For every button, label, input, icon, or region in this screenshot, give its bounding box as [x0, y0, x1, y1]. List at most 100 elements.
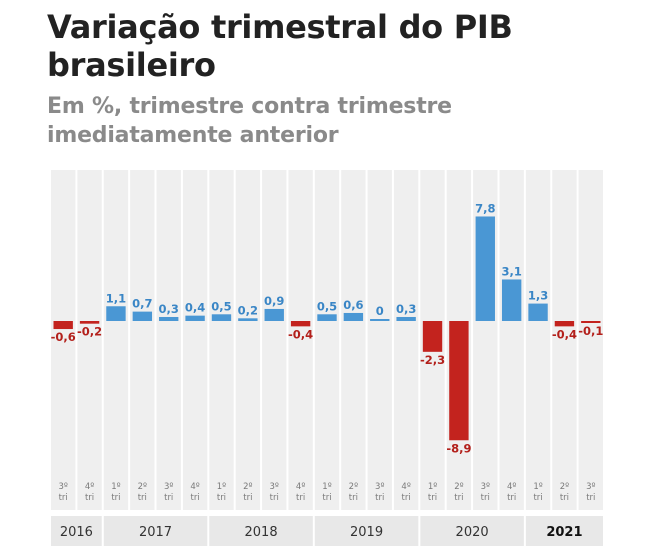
tick-label: tri [243, 493, 252, 503]
year-label: 2016 [60, 525, 93, 540]
bar [528, 303, 548, 321]
column-background [77, 170, 102, 510]
bar [53, 321, 73, 330]
year-band [420, 516, 524, 546]
chart-subtitle: Em %, trimestre contra trimestre imediat… [47, 94, 452, 148]
tick-label: 3º [164, 482, 173, 492]
column-background [103, 170, 129, 510]
tick-label: tri [111, 493, 120, 503]
tick-label: tri [85, 493, 94, 503]
tick-label: 4º [190, 482, 199, 492]
tick-label: 2º [454, 482, 463, 492]
tick-label: 4º [401, 482, 410, 492]
chart-title: Variação trimestral do PIB brasileiro [47, 8, 513, 84]
tick-label: tri [375, 493, 384, 503]
column-background [209, 170, 234, 510]
tick-label: 3º [481, 482, 490, 492]
tick-label: 3º [58, 482, 67, 492]
tick-label: 2º [560, 482, 569, 492]
data-label: -0,4 [288, 327, 313, 341]
tick-label: tri [138, 493, 147, 503]
bar [211, 314, 232, 321]
data-label: 0,3 [396, 302, 416, 316]
column-background [552, 170, 577, 510]
data-label: 0,5 [317, 299, 337, 313]
bar [106, 306, 126, 321]
tick-label: tri [322, 493, 331, 503]
year-label: 2019 [350, 525, 383, 540]
year-label: 2020 [456, 525, 489, 540]
tick-label: 4º [85, 482, 94, 492]
tick-label: tri [296, 493, 305, 503]
tick-label: 3º [586, 482, 595, 492]
data-label: 1,3 [528, 289, 548, 303]
tick-label: tri [481, 493, 490, 503]
bar [581, 321, 601, 323]
year-label: 2021 [546, 525, 582, 540]
bar [370, 319, 390, 321]
column-background [156, 170, 181, 510]
data-label: 1,1 [106, 291, 126, 305]
tick-label: 4º [296, 482, 305, 492]
tick-label: 4º [507, 482, 516, 492]
column-background [262, 170, 287, 510]
tick-label: tri [454, 493, 463, 503]
year-band [51, 516, 102, 546]
column-background [578, 170, 603, 510]
column-background [525, 170, 551, 510]
data-label: -2,3 [420, 353, 445, 367]
column-background [367, 170, 392, 510]
bar [317, 314, 337, 321]
bar [79, 321, 100, 324]
tick-label: tri [428, 493, 437, 503]
tick-label: tri [190, 493, 199, 503]
column-background [130, 170, 155, 510]
data-label: 3,1 [501, 264, 521, 278]
data-label: -8,9 [446, 441, 471, 455]
bar [501, 279, 522, 321]
bar [290, 321, 311, 327]
bar [475, 216, 495, 321]
tick-label: 1º [428, 482, 437, 492]
bar [159, 316, 179, 321]
data-label: 0,6 [343, 298, 363, 312]
tick-label: tri [270, 493, 279, 503]
tick-label: tri [507, 493, 516, 503]
column-background [314, 170, 340, 510]
data-label: 0,7 [132, 297, 152, 311]
year-band [525, 516, 603, 546]
data-label: 0 [376, 304, 384, 318]
tick-label: 2º [349, 482, 358, 492]
tick-label: 1º [217, 482, 226, 492]
bar [343, 312, 364, 321]
tick-label: 1º [111, 482, 120, 492]
bar [264, 308, 284, 321]
data-label: 0,2 [238, 303, 258, 317]
tick-label: tri [560, 493, 569, 503]
tick-label: 3º [270, 482, 279, 492]
tick-label: tri [586, 493, 595, 503]
column-background [393, 170, 419, 510]
column-background [235, 170, 261, 510]
data-label: 0,3 [159, 302, 179, 316]
tick-label: 1º [533, 482, 542, 492]
year-band [103, 516, 208, 546]
data-label: 0,5 [211, 299, 231, 313]
bar [396, 316, 416, 321]
tick-label: 2º [138, 482, 147, 492]
data-label: 7,8 [475, 201, 495, 215]
data-label: -0,6 [51, 330, 76, 344]
year-label: 2018 [245, 525, 278, 540]
bar [554, 321, 575, 327]
year-label: 2017 [139, 525, 172, 540]
tick-label: tri [59, 493, 68, 503]
year-band [209, 516, 313, 546]
bar [238, 318, 258, 321]
tick-label: 3º [375, 482, 384, 492]
bar [132, 311, 153, 321]
bar [185, 315, 205, 321]
data-label: -0,1 [578, 324, 603, 338]
column-background [499, 170, 524, 510]
tick-label: tri [533, 493, 542, 503]
